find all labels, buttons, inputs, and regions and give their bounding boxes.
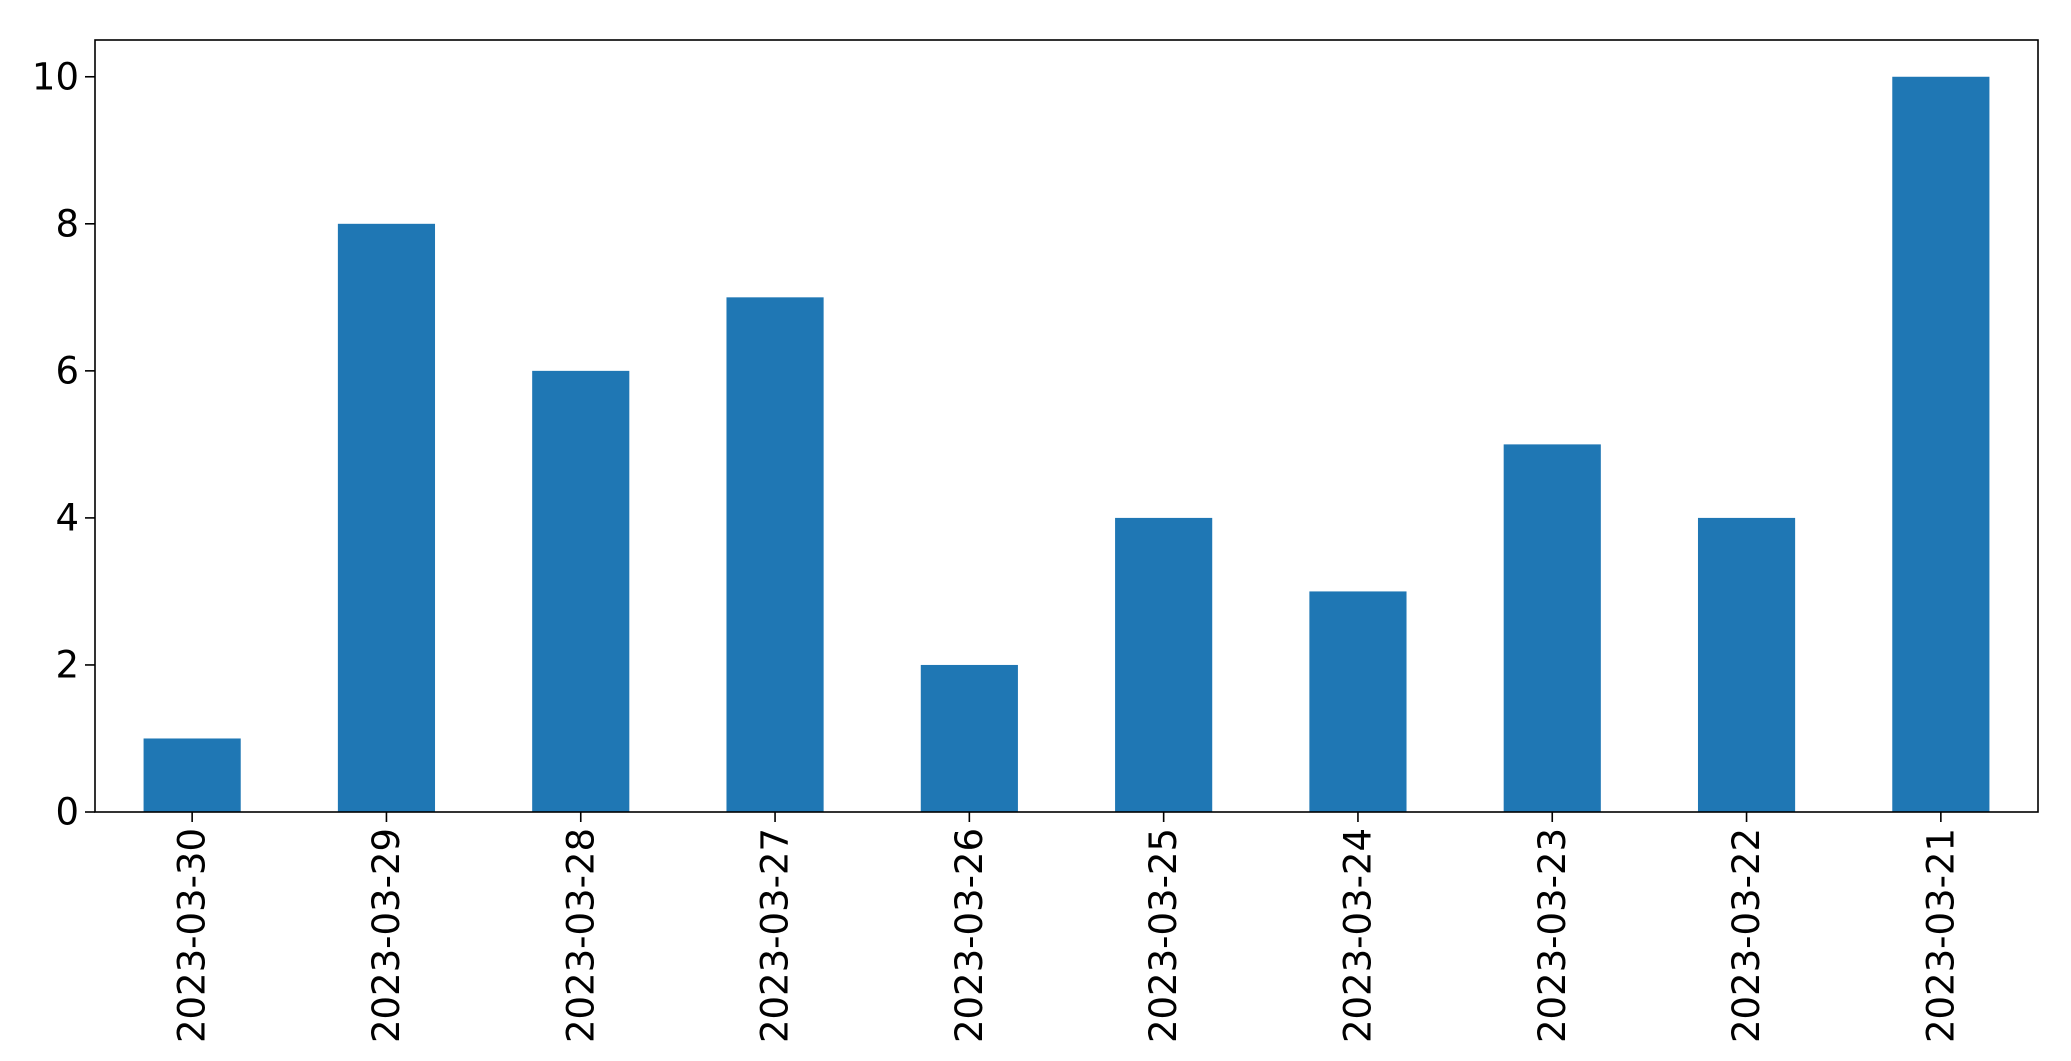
bar-2023-03-29 [337, 223, 436, 813]
x-tick-label: 2023-03-27 [754, 828, 797, 1043]
bar-2023-03-28 [532, 370, 630, 812]
y-tick-label: 8 [55, 202, 79, 245]
x-tick-label: 2023-03-24 [1336, 828, 1379, 1043]
x-tick-label: 2023-03-23 [1531, 828, 1574, 1043]
bar-2023-03-26 [920, 664, 1018, 812]
x-axis: 2023-03-30 2023-03-29 2023-03-28 2023-03-27… [171, 812, 1962, 1043]
x-tick-label: 2023-03-29 [365, 828, 408, 1043]
plot-frame [94, 39, 2039, 813]
x-tick-label: 2023-03-25 [1142, 828, 1185, 1043]
bar-2023-03-21 [1892, 76, 1990, 812]
y-tick-label: 10 [32, 55, 79, 98]
bar-2023-03-30 [143, 738, 241, 812]
x-tick-label: 2023-03-21 [1919, 828, 1962, 1043]
bar-2023-03-27 [726, 297, 824, 812]
bars-group [143, 76, 1990, 813]
x-tick-label: 2023-03-30 [171, 828, 214, 1043]
y-axis: 0 2 4 6 8 10 [32, 55, 95, 834]
bar-2023-03-22 [1697, 517, 1796, 812]
bar-2023-03-24 [1309, 591, 1407, 812]
y-tick-label: 2 [55, 643, 79, 686]
y-tick-label: 4 [55, 496, 79, 539]
x-tick-label: 2023-03-26 [948, 828, 991, 1043]
x-tick-label: 2023-03-22 [1725, 828, 1768, 1043]
y-tick-label: 0 [55, 791, 79, 834]
bar-2023-03-25 [1115, 517, 1213, 812]
x-tick-label: 2023-03-28 [559, 828, 602, 1043]
bar-2023-03-23 [1503, 444, 1601, 812]
y-tick-label: 6 [55, 349, 79, 392]
